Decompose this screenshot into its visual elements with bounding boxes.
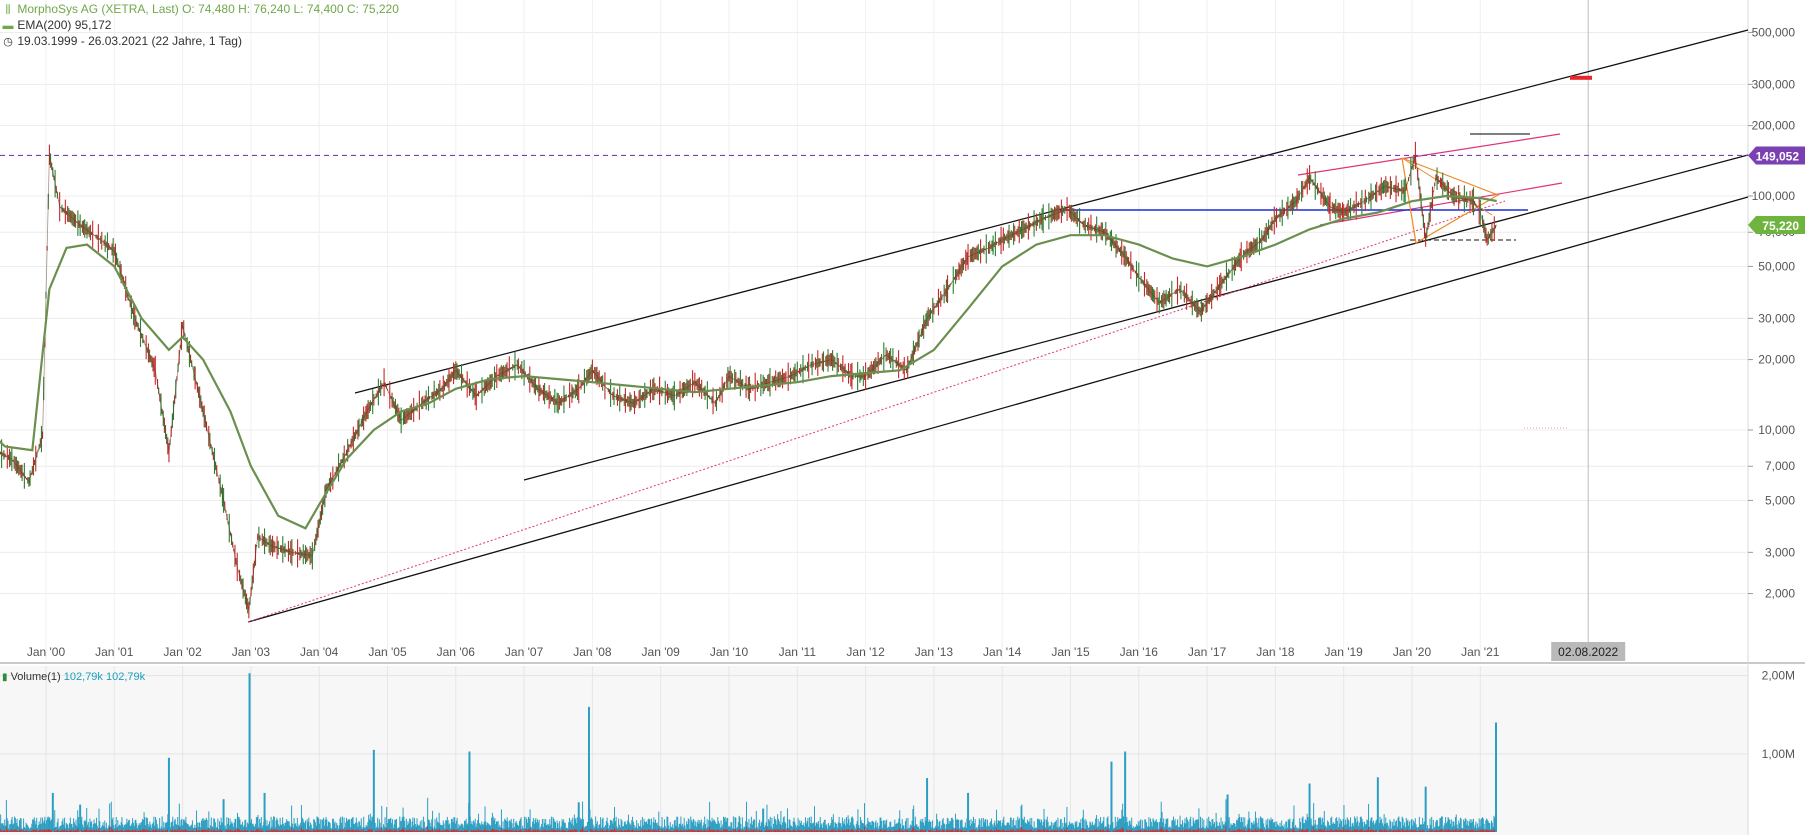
volume-panel-bg [0,666,1748,835]
price-panel-bg [0,0,1748,660]
target-marker [1570,76,1592,80]
panel-separator [0,662,1805,664]
